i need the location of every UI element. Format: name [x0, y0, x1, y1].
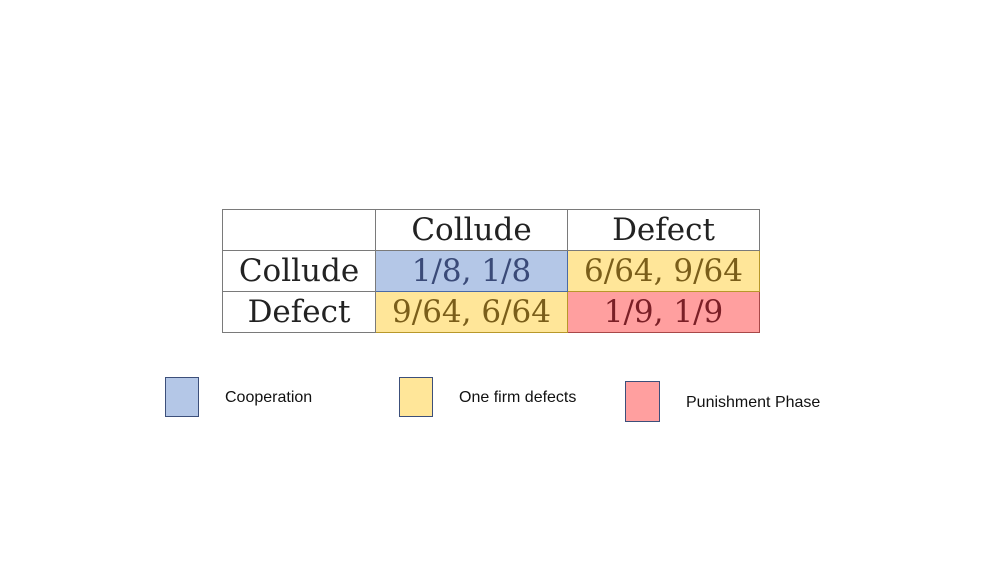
- row-collude: Collude 1/8, 1/8 6/64, 9/64: [222, 250, 760, 292]
- payoff-cell-defect-defect: 1/9, 1/9: [567, 291, 760, 333]
- payoff-cell-collude-defect: 6/64, 9/64: [567, 250, 760, 292]
- legend-label-one-firm-defects: One firm defects: [459, 389, 577, 406]
- payoff-matrix: Collude Defect Collude 1/8, 1/8 6/64, 9/…: [222, 209, 760, 333]
- row-defect: Defect 9/64, 6/64 1/9, 1/9: [222, 291, 760, 333]
- payoff-cell-collude-collude: 1/8, 1/8: [375, 250, 568, 292]
- column-header-defect: Defect: [567, 209, 760, 251]
- column-header-collude: Collude: [375, 209, 568, 251]
- legend-label-cooperation: Cooperation: [225, 389, 313, 406]
- row-header-defect: Defect: [222, 291, 376, 333]
- corner-cell: [222, 209, 376, 251]
- legend-swatch-one-firm-defects: [399, 377, 433, 417]
- legend-label-punishment-phase: Punishment Phase: [686, 394, 821, 411]
- legend-swatch-cooperation: [165, 377, 199, 417]
- legend-swatch-punishment-phase: [625, 381, 660, 422]
- payoff-cell-defect-collude: 9/64, 6/64: [375, 291, 568, 333]
- header-row: Collude Defect: [222, 209, 760, 251]
- row-header-collude: Collude: [222, 250, 376, 292]
